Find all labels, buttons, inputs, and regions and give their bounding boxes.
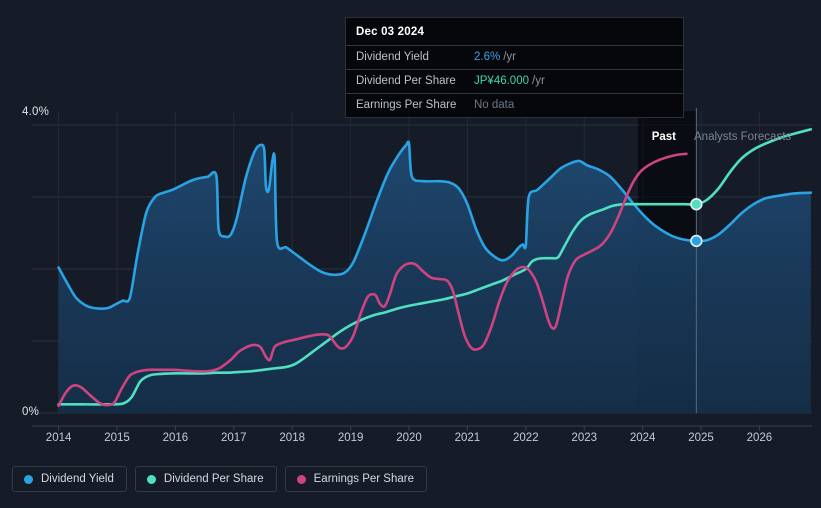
forecast-period-label: Analysts Forecasts <box>694 131 792 143</box>
tooltip-row-label: Earnings Per Share <box>356 99 457 111</box>
legend-item-earnings-per-share[interactable]: Earnings Per Share <box>284 466 427 492</box>
tooltip-date: Dec 03 2024 <box>356 26 425 38</box>
x-axis-tick-2022: 2022 <box>513 432 539 444</box>
x-axis-tick-2020: 2020 <box>396 432 422 444</box>
legend-color-dot <box>146 474 156 484</box>
x-axis-tick-2016: 2016 <box>162 432 189 444</box>
legend-color-dot <box>296 474 306 484</box>
tooltip-rows: Dividend Yield 2.6%/yr Dividend Per Share J… <box>346 45 683 117</box>
x-axis-tick-2018: 2018 <box>279 432 305 444</box>
series-markers <box>690 198 703 248</box>
x-axis-tick-2019: 2019 <box>337 432 364 444</box>
legend-item-dividend-yield[interactable]: Dividend Yield <box>12 466 127 492</box>
tooltip-row-value: No data <box>474 99 515 111</box>
x-axis-tick-2015: 2015 <box>104 432 130 444</box>
chart-legend: Dividend Yield Dividend Per Share Earnings… <box>12 466 427 492</box>
x-axis-tick-2014: 2014 <box>45 432 72 444</box>
x-axis-tick-2023: 2023 <box>571 432 598 444</box>
tooltip-row: Dividend Per Share JP¥46.000/yr <box>346 69 683 93</box>
series-lines <box>57 128 813 408</box>
x-axis-tick-2026: 2026 <box>746 432 773 444</box>
legend-item-label: Dividend Per Share <box>163 473 264 485</box>
legend-item-label: Earnings Per Share <box>313 473 414 485</box>
x-axis-tick-2017: 2017 <box>221 432 247 444</box>
legend-item-dividend-per-share[interactable]: Dividend Per Share <box>134 466 277 492</box>
x-axis-tick-2024: 2024 <box>629 432 656 444</box>
x-axis-tick-2025: 2025 <box>688 432 714 444</box>
chart-tooltip: Dec 03 2024 Dividend Yield 2.6%/yr Dividen… <box>345 17 684 118</box>
x-axis-line <box>32 425 812 431</box>
tooltip-row-value: 2.6% <box>474 51 501 63</box>
y-axis-label-max: 4.0% <box>22 106 50 118</box>
y-axis-label-min: 0% <box>22 406 40 418</box>
past-period-label: Past <box>651 131 676 143</box>
tooltip-row-unit: /yr <box>503 51 516 63</box>
legend-item-label: Dividend Yield <box>41 473 114 485</box>
x-axis-labels: 2014 2015 2016 2017 2018 2019 2020 2021 2022 2023… <box>0 432 821 452</box>
tooltip-row: Dividend Yield 2.6%/yr <box>346 45 683 69</box>
tooltip-row-value: JP¥46.000 <box>474 75 529 87</box>
tooltip-row: Earnings Per Share No data <box>346 93 683 117</box>
tooltip-row-unit: /yr <box>532 75 545 87</box>
tooltip-row-label: Dividend Per Share <box>356 75 456 87</box>
tooltip-row-label: Dividend Yield <box>356 51 429 63</box>
legend-color-dot <box>24 474 33 484</box>
x-axis-tick-2021: 2021 <box>454 432 481 444</box>
